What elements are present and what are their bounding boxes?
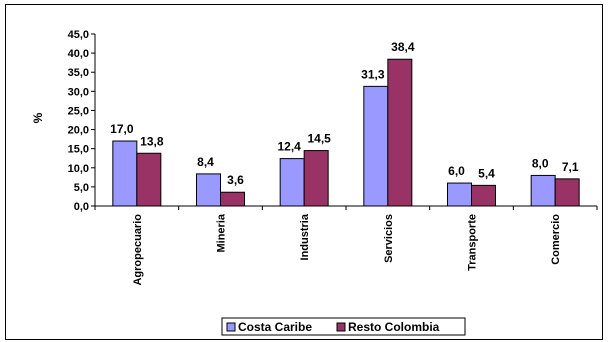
data-label-costa-caribe-comercio: 8,0 — [532, 156, 549, 170]
y-tick-label: 0,0 — [74, 201, 89, 213]
data-label-resto-colombia-transporte: 5,4 — [478, 166, 495, 180]
data-label-costa-caribe-mineria: 8,4 — [197, 155, 214, 169]
bar-costa-caribe-industria — [279, 158, 305, 207]
bar-resto-colombia-transporte — [471, 184, 496, 207]
data-label-resto-colombia-agropecuario: 13,8 — [140, 134, 164, 148]
data-label-resto-colombia-mineria: 3,6 — [227, 173, 244, 187]
y-tick-label: 25,0 — [68, 105, 89, 117]
bar-resto-colombia-mineria — [220, 191, 245, 207]
data-label-resto-colombia-industria: 14,5 — [307, 132, 331, 146]
category-label-mineria: Mineria — [216, 213, 228, 252]
bar-costa-caribe-comercio — [530, 174, 556, 207]
y-tick-label: 10,0 — [68, 163, 89, 175]
y-tick-label: 40,0 — [68, 48, 89, 60]
bar-resto-colombia-comercio — [554, 178, 580, 207]
legend-label-costa-caribe: Costa Caribe — [238, 320, 312, 334]
legend: Costa Caribe Resto Colombia — [221, 317, 466, 336]
y-tick-label: 15,0 — [68, 144, 89, 156]
bar-costa-caribe-mineria — [196, 173, 221, 207]
bar-costa-caribe-servicios — [363, 85, 389, 207]
data-label-costa-caribe-agropecuario: 17,0 — [110, 122, 134, 136]
y-tick-label: 30,0 — [68, 86, 89, 98]
legend-swatch-resto-colombia — [336, 322, 346, 332]
legend-swatch-costa-caribe — [226, 322, 236, 332]
y-tick-label: 45,0 — [68, 29, 89, 41]
category-label-transporte: Transporte — [467, 214, 479, 271]
category-label-comercio: Comercio — [550, 214, 562, 265]
bar-costa-caribe-agropecuario — [112, 140, 138, 207]
category-label-industria: Industria — [299, 213, 311, 260]
category-label-agropecuario: Agropecuario — [132, 214, 144, 286]
y-tick-label: 35,0 — [68, 67, 89, 79]
data-label-costa-caribe-transporte: 6,0 — [448, 164, 465, 178]
y-tick-label: 20,0 — [68, 125, 89, 137]
bar-resto-colombia-agropecuario — [136, 152, 162, 207]
y-tick-label: 5,0 — [74, 182, 89, 194]
data-label-resto-colombia-comercio: 7,1 — [562, 160, 579, 174]
chart-frame — [5, 4, 603, 340]
data-label-costa-caribe-servicios: 31,3 — [361, 67, 385, 81]
y-axis-label: % — [31, 112, 45, 123]
bar-costa-caribe-transporte — [447, 182, 472, 207]
legend-label-resto-colombia: Resto Colombia — [348, 320, 440, 334]
data-label-resto-colombia-servicios: 38,4 — [391, 40, 415, 54]
data-label-costa-caribe-industria: 12,4 — [277, 140, 301, 154]
category-label-servicios: Servicios — [383, 214, 395, 263]
bar-resto-colombia-industria — [303, 150, 329, 207]
bar-resto-colombia-servicios — [387, 58, 413, 207]
